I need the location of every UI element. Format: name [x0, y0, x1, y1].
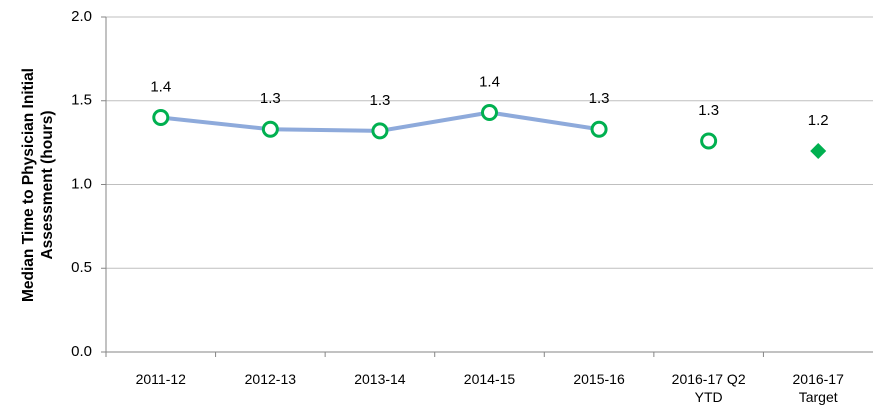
marker — [810, 143, 827, 159]
data-label: 1.4 — [479, 73, 500, 90]
x-tick-label: 2016-17 Target — [792, 371, 844, 405]
y-tick-label: 2.0 — [71, 8, 92, 25]
data-label: 1.2 — [808, 112, 829, 129]
data-label: 1.4 — [150, 78, 171, 95]
data-label: 1.3 — [260, 90, 281, 107]
y-tick-label: 0.0 — [71, 343, 92, 360]
y-axis-label: Median Time to Physician Initial Assessm… — [20, 68, 56, 302]
marker — [481, 103, 498, 121]
x-tick-label: 2012-13 — [244, 371, 297, 387]
marker — [152, 109, 170, 126]
y-tick-label: 1.5 — [71, 92, 92, 109]
data-label: 1.3 — [369, 92, 390, 109]
data-label: 1.3 — [698, 102, 719, 119]
marker — [700, 132, 718, 150]
x-tick-label: 2015-16 — [573, 371, 625, 387]
x-tick-label: 2016-17 Q2 YTD — [671, 371, 746, 405]
y-tick-label: 1.0 — [71, 175, 92, 192]
marker — [261, 120, 279, 138]
marker — [371, 122, 389, 140]
marker — [590, 120, 608, 138]
y-tick-label: 0.5 — [71, 259, 92, 276]
x-tick-label: 2013-14 — [354, 371, 406, 387]
data-label: 1.3 — [589, 90, 610, 107]
x-tick-label: 2011-12 — [135, 371, 186, 387]
x-tick-label: 2014-15 — [463, 371, 516, 387]
